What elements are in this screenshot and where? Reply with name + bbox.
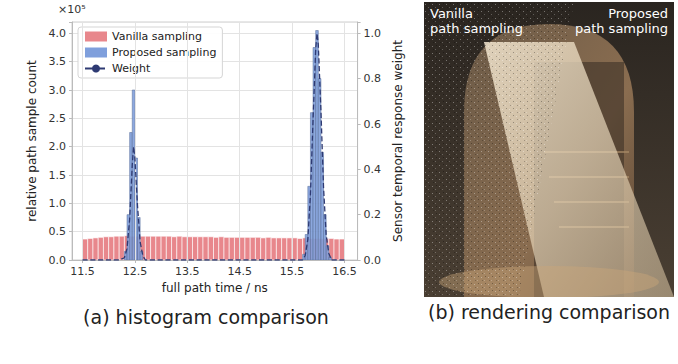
svg-text:0.0: 0.0 xyxy=(364,254,382,267)
svg-text:0.5: 0.5 xyxy=(49,225,67,238)
svg-text:Proposed: Proposed xyxy=(608,6,668,21)
svg-text:15.5: 15.5 xyxy=(280,265,305,278)
svg-text:×10⁵: ×10⁵ xyxy=(58,3,86,16)
svg-text:3.0: 3.0 xyxy=(49,84,67,97)
svg-text:Sensor temporal response weigh: Sensor temporal response weight xyxy=(391,40,405,242)
svg-text:path sampling: path sampling xyxy=(430,21,523,36)
svg-text:Vanilla: Vanilla xyxy=(430,6,473,21)
svg-text:1.5: 1.5 xyxy=(49,169,67,182)
svg-text:full path time / ns: full path time / ns xyxy=(162,281,268,295)
svg-text:12.5: 12.5 xyxy=(123,265,148,278)
svg-text:4.0: 4.0 xyxy=(49,27,67,40)
svg-text:2.0: 2.0 xyxy=(49,140,67,153)
svg-text:11.5: 11.5 xyxy=(70,265,95,278)
svg-text:0.6: 0.6 xyxy=(364,118,382,131)
svg-text:1.0: 1.0 xyxy=(49,197,67,210)
svg-text:relative path sample count: relative path sample count xyxy=(25,60,39,222)
svg-text:3.5: 3.5 xyxy=(49,55,67,68)
svg-text:1.0: 1.0 xyxy=(364,27,382,40)
html-text:(b) rendering comparison: (b) rendering comparison xyxy=(428,301,670,323)
svg-text:13.5: 13.5 xyxy=(175,265,200,278)
svg-text:16.5: 16.5 xyxy=(332,265,357,278)
svg-text:Proposed sampling: Proposed sampling xyxy=(112,46,216,59)
svg-text:0.4: 0.4 xyxy=(364,163,382,176)
svg-text:2.5: 2.5 xyxy=(49,112,67,125)
svg-text:14.5: 14.5 xyxy=(227,265,252,278)
svg-text:0.0: 0.0 xyxy=(49,254,67,267)
html-text:(a) histogram comparison: (a) histogram comparison xyxy=(83,306,329,328)
svg-text:path sampling: path sampling xyxy=(575,21,668,36)
svg-text:0.2: 0.2 xyxy=(364,208,382,221)
svg-text:Vanilla sampling: Vanilla sampling xyxy=(112,30,202,43)
svg-text:Weight: Weight xyxy=(112,62,151,75)
svg-text:0.8: 0.8 xyxy=(364,72,382,85)
